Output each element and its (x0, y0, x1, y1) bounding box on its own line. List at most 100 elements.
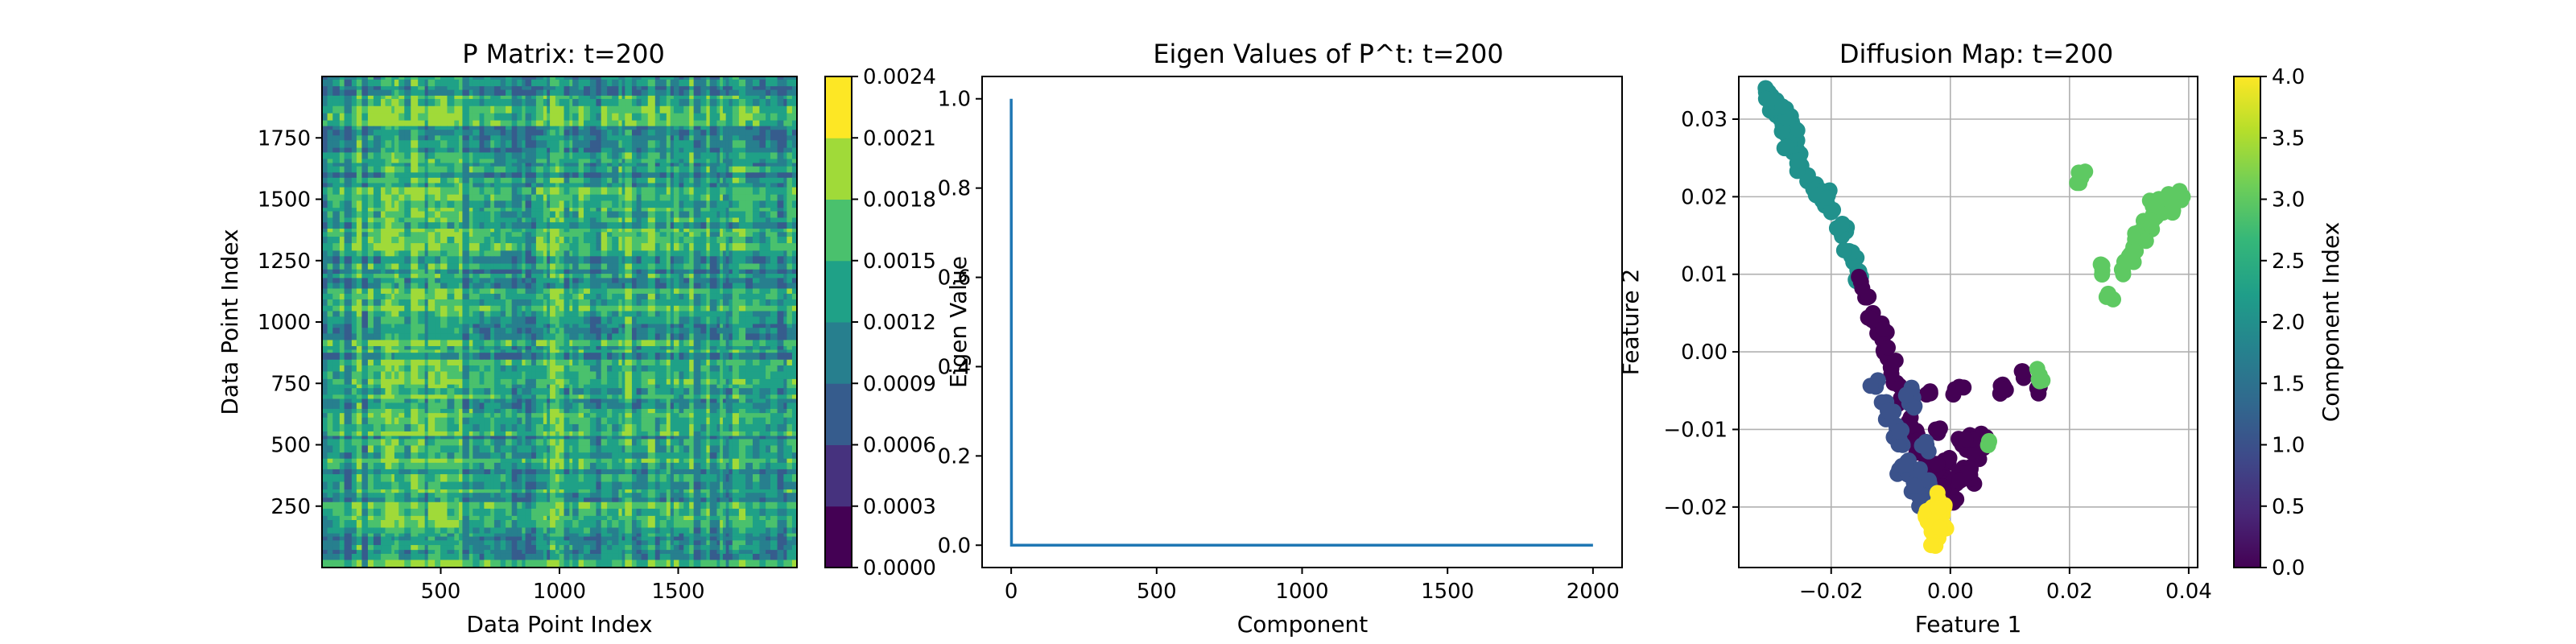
heatmap-cell (621, 256, 625, 265)
heatmap-cell (484, 263, 491, 270)
heatmap-cell (720, 126, 724, 130)
heatmap-cell (647, 324, 656, 328)
heatmap-cell (322, 243, 328, 251)
heatmap-cell (636, 371, 642, 380)
heatmap-cell (706, 183, 711, 188)
heatmap-cell (654, 359, 661, 366)
heatmap-cell (394, 98, 399, 107)
heatmap-cell (440, 159, 448, 164)
heatmap-cell (535, 371, 544, 380)
heatmap-cell (607, 113, 613, 122)
heatmap-cell (589, 232, 597, 237)
heatmap-cell (424, 324, 429, 328)
heatmap-cell (601, 333, 608, 341)
heatmap-cell (578, 98, 584, 107)
heatmap-cell (689, 140, 695, 149)
heatmap-cell (618, 353, 623, 361)
heatmap-cell (722, 76, 727, 80)
heatmap-cell (462, 316, 470, 325)
heatmap-cell (683, 140, 690, 149)
heatmap-cell (783, 98, 787, 107)
heatmap-cell (700, 95, 707, 100)
heatmap-cell (777, 328, 784, 334)
heatmap-cell (738, 152, 746, 160)
heatmap-cell (670, 353, 675, 361)
heatmap-cell (418, 208, 426, 213)
heatmap-cell (777, 311, 784, 317)
heatmap-cell (361, 250, 369, 257)
heatmap-panel: P Matrix: t=200 500 1000 1500 250500750100… (217, 39, 936, 638)
heatmap-cell (394, 299, 399, 307)
heatmap-cell (759, 172, 766, 179)
heatmap-cell (679, 172, 684, 179)
heatmap-cell (641, 316, 649, 325)
heatmap-cell (683, 250, 690, 257)
heatmap-cell (559, 340, 565, 347)
heatmap-cell (550, 120, 556, 127)
heatmap-cell (550, 172, 556, 179)
heatmap-cell (404, 89, 411, 97)
heatmap-cell (339, 130, 345, 136)
heatmap-cell (689, 345, 695, 351)
heatmap-cell (391, 135, 395, 141)
heatmap-cell (500, 324, 506, 328)
heatmap-cell (589, 349, 597, 353)
heatmap-cell (555, 79, 560, 87)
heatmap-cell (522, 172, 526, 179)
heatmap-cell (738, 283, 746, 290)
heatmap-cell (725, 229, 730, 233)
heatmap-cell (683, 371, 690, 380)
heatmap-cell (720, 359, 724, 366)
heatmap-cell (636, 353, 642, 361)
heatmap-cell (791, 237, 798, 244)
heatmap-cell (729, 217, 733, 223)
heatmap-cell (424, 208, 429, 213)
heatmap-cell (500, 232, 506, 237)
heatmap-cell (404, 126, 411, 130)
heatmap-cell (732, 311, 740, 317)
heatmap-cell (777, 305, 784, 312)
heatmap-cell (447, 299, 455, 307)
heatmap-cell (607, 371, 613, 380)
heatmap-cell (722, 217, 727, 223)
heatmap-cell (543, 311, 547, 317)
heatmap-cell (522, 293, 526, 300)
heatmap-cell (612, 328, 619, 334)
heatmap-cell (732, 187, 740, 196)
heatmap-cell (543, 328, 547, 334)
heatmap-cell (612, 130, 619, 136)
heatmap-cell (469, 316, 473, 325)
heatmap-cell (367, 200, 374, 208)
heatmap-cell (398, 283, 405, 290)
heatmap-cell (618, 135, 623, 141)
heatmap-cell (700, 229, 707, 233)
heatmap-cell (490, 105, 495, 114)
heatmap-cell (596, 256, 602, 265)
heatmap-cell (729, 365, 733, 373)
heatmap-cell (493, 345, 502, 351)
heatmap-cell (447, 222, 455, 229)
heatmap-cell (547, 353, 551, 361)
heatmap-cell (506, 293, 513, 300)
heatmap-cell (584, 172, 591, 179)
heatmap-cell (572, 324, 580, 328)
heatmap-cell (729, 340, 733, 347)
heatmap-cell (596, 105, 602, 114)
heatmap-cell (543, 140, 547, 149)
heatmap-cell (689, 371, 695, 380)
heatmap-cell (473, 166, 481, 173)
heatmap-cell (647, 152, 656, 160)
heatmap-cell (578, 316, 584, 325)
heatmap-cell (559, 283, 565, 290)
heatmap-cell (722, 288, 727, 295)
heatmap-cell (725, 274, 730, 279)
heatmap-cell (440, 217, 448, 223)
heatmap-cell (770, 159, 778, 164)
heatmap-cell (559, 147, 565, 154)
heatmap-cell (625, 311, 633, 317)
heatmap-cell (636, 105, 642, 114)
heatmap-cell (506, 316, 513, 325)
heatmap-cell (469, 269, 473, 275)
heatmap-cell (738, 86, 746, 91)
heatmap-cell (759, 237, 766, 244)
